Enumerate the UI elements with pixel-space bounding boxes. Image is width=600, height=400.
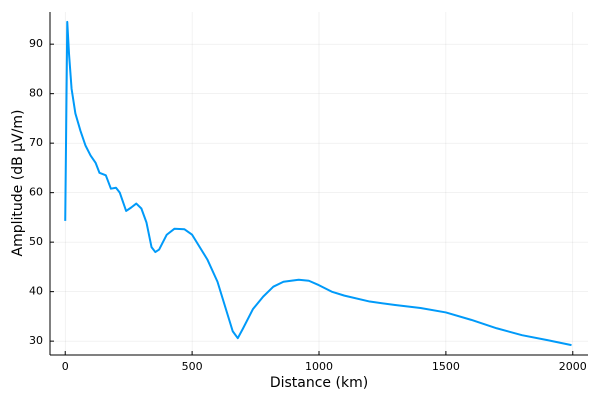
y-tick-label: 50: [29, 235, 43, 248]
y-tick-label: 60: [29, 186, 43, 199]
data-line: [64, 20, 572, 347]
x-tick-label: 0: [62, 360, 69, 373]
y-tick-label: 80: [29, 87, 43, 100]
y-axis-label: Amplitude (dB μV/m): [10, 110, 26, 257]
y-tick-label: 40: [29, 285, 43, 298]
y-tick-label: 70: [29, 136, 43, 149]
x-tick-label: 500: [182, 360, 203, 373]
x-tick-label: 2000: [559, 360, 587, 373]
x-tick-label: 1500: [432, 360, 460, 373]
y-tick-label: 30: [29, 334, 43, 347]
x-tick-label: 1000: [305, 360, 333, 373]
y-tick-label: 90: [29, 37, 43, 50]
x-axis-label: Distance (km): [270, 375, 368, 391]
